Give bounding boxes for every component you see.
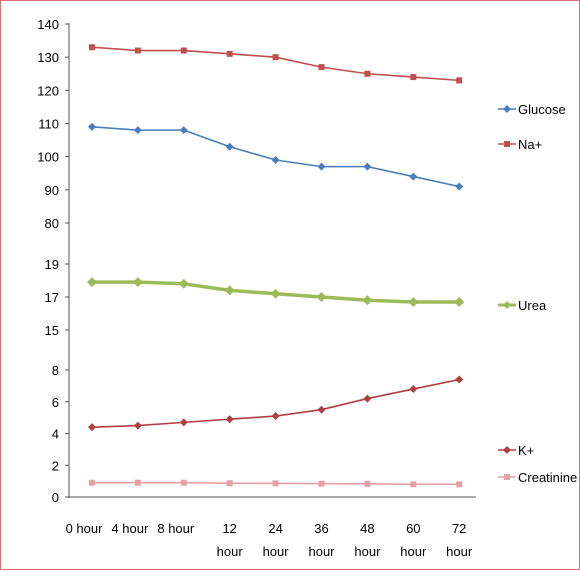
data-point-k: [225, 415, 234, 424]
data-point-glucose: [225, 142, 234, 151]
x-tick-label: 24: [268, 521, 282, 536]
y-tick-label: 8: [52, 363, 59, 378]
data-point-urea: [178, 278, 189, 289]
data-point-k: [271, 412, 280, 421]
data-point-urea: [87, 277, 97, 288]
y-tick-label: 120: [37, 83, 59, 98]
legend-entry: K+: [518, 443, 534, 458]
data-point-glucose: [271, 155, 280, 164]
legend-marker: [504, 474, 510, 480]
x-tick-label: hour: [354, 544, 381, 559]
legend-entry: Creatinine: [518, 470, 577, 485]
series-line-na: [91, 46, 460, 82]
data-point-k: [317, 405, 326, 414]
data-point-urea: [454, 296, 465, 307]
data-point-glucose: [88, 122, 96, 131]
data-point-glucose: [409, 172, 418, 181]
legend-entry: Glucose: [518, 102, 566, 117]
x-tick-label: 48: [360, 521, 374, 536]
data-point-creatinine: [410, 481, 417, 488]
y-tick-label: 17: [45, 290, 59, 305]
x-tick-label: 36: [314, 521, 328, 536]
data-point-k: [179, 418, 188, 427]
y-tick-label: 100: [37, 150, 59, 165]
data-point-creatinine: [226, 480, 233, 487]
data-point-glucose: [179, 126, 188, 135]
data-point-k: [409, 385, 418, 394]
y-tick-label: 15: [45, 323, 59, 338]
y-tick-label: 140: [37, 17, 59, 32]
data-point-glucose: [455, 182, 464, 191]
data-point-na: [180, 47, 187, 54]
data-point-urea: [362, 295, 373, 306]
data-point-k: [88, 423, 96, 432]
legend-entry: Na+: [518, 137, 542, 152]
data-point-creatinine: [134, 479, 141, 486]
x-tick-label: hour: [400, 544, 427, 559]
data-point-na: [318, 64, 325, 71]
x-tick-label: hour: [263, 544, 290, 559]
legend-marker: [504, 141, 510, 147]
y-tick-label: 110: [38, 117, 59, 132]
y-tick-label: 90: [45, 183, 59, 198]
data-point-creatinine: [456, 481, 463, 488]
data-point-na: [410, 74, 417, 81]
data-point-k: [133, 421, 142, 430]
data-point-urea: [316, 292, 327, 302]
data-point-urea: [132, 277, 143, 288]
data-point-creatinine: [272, 480, 279, 487]
data-point-na: [456, 77, 463, 84]
x-tick-label: 0 hour: [66, 521, 104, 536]
data-point-k: [363, 394, 372, 403]
y-tick-label: 2: [52, 458, 59, 473]
x-tick-label: 72: [452, 521, 466, 536]
y-tick-label: 4: [52, 427, 59, 442]
legend-entry: Urea: [518, 298, 547, 313]
data-point-urea: [408, 296, 419, 307]
y-tick-label: 80: [45, 216, 59, 231]
data-point-na: [272, 54, 279, 61]
legend-marker: [503, 446, 511, 454]
x-tick-label: 12: [222, 521, 236, 536]
data-point-creatinine: [364, 480, 371, 487]
data-point-creatinine: [318, 480, 325, 487]
x-tick-label: hour: [446, 544, 473, 559]
legend-marker: [503, 301, 511, 309]
legend-marker: [503, 105, 511, 113]
y-tick-label: 6: [52, 395, 59, 410]
y-tick-label: 19: [45, 257, 59, 272]
x-tick-label: hour: [308, 544, 335, 559]
data-point-creatinine: [89, 479, 95, 486]
data-point-na: [226, 50, 233, 57]
data-point-na: [134, 47, 141, 54]
data-point-glucose: [133, 126, 142, 135]
data-point-creatinine: [180, 479, 187, 486]
y-tick-label: 130: [37, 50, 59, 65]
x-tick-label: 8 hour: [157, 521, 195, 536]
data-point-na: [89, 44, 95, 51]
y-tick-label: 0: [52, 490, 59, 505]
data-point-na: [364, 70, 371, 77]
x-tick-label: hour: [217, 544, 244, 559]
data-point-urea: [270, 288, 281, 299]
data-point-glucose: [317, 162, 326, 171]
x-tick-label: 4 hour: [111, 521, 149, 536]
x-tick-label: 60: [406, 521, 420, 536]
data-point-urea: [224, 285, 235, 296]
data-point-k: [455, 375, 464, 384]
data-point-glucose: [363, 162, 372, 171]
